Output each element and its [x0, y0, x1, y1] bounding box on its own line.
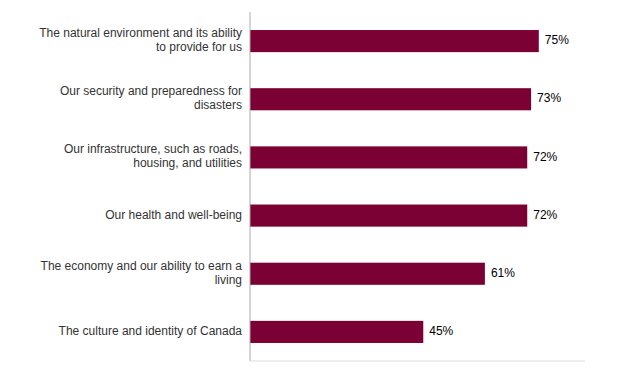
data-label: 61%	[491, 266, 515, 280]
bar	[250, 205, 527, 227]
bar	[250, 30, 539, 52]
y-axis-line	[250, 12, 251, 361]
y-tick-labels: The culture and identity of Canada The ec…	[39, 26, 242, 338]
y-tick-label: The culture and identity of Canada	[59, 324, 243, 338]
y-tick-label: Our infrastructure, such as roads,housin…	[64, 143, 242, 171]
bar	[250, 146, 527, 168]
x-axis-line	[250, 361, 585, 362]
bars	[250, 30, 539, 343]
data-label: 72%	[533, 150, 557, 164]
bar	[250, 321, 423, 343]
y-tick-label: The natural environment and its abilityt…	[39, 26, 242, 54]
data-label: 75%	[545, 33, 569, 47]
y-tick-label: The economy and our ability to earn aliv…	[41, 259, 243, 287]
data-label: 45%	[429, 324, 453, 338]
bar	[250, 263, 485, 285]
chart-svg: The culture and identity of Canada The ec…	[0, 0, 621, 375]
data-label: 72%	[533, 208, 557, 222]
chart-container: The culture and identity of Canada The ec…	[0, 0, 621, 375]
data-label: 73%	[537, 91, 561, 105]
data-labels: 45% 61% 72% 72% 73% 75%	[429, 33, 569, 338]
y-tick-label: Our security and preparedness fordisaste…	[60, 84, 242, 112]
bar	[250, 88, 531, 110]
y-tick-label: Our health and well-being	[105, 208, 242, 222]
